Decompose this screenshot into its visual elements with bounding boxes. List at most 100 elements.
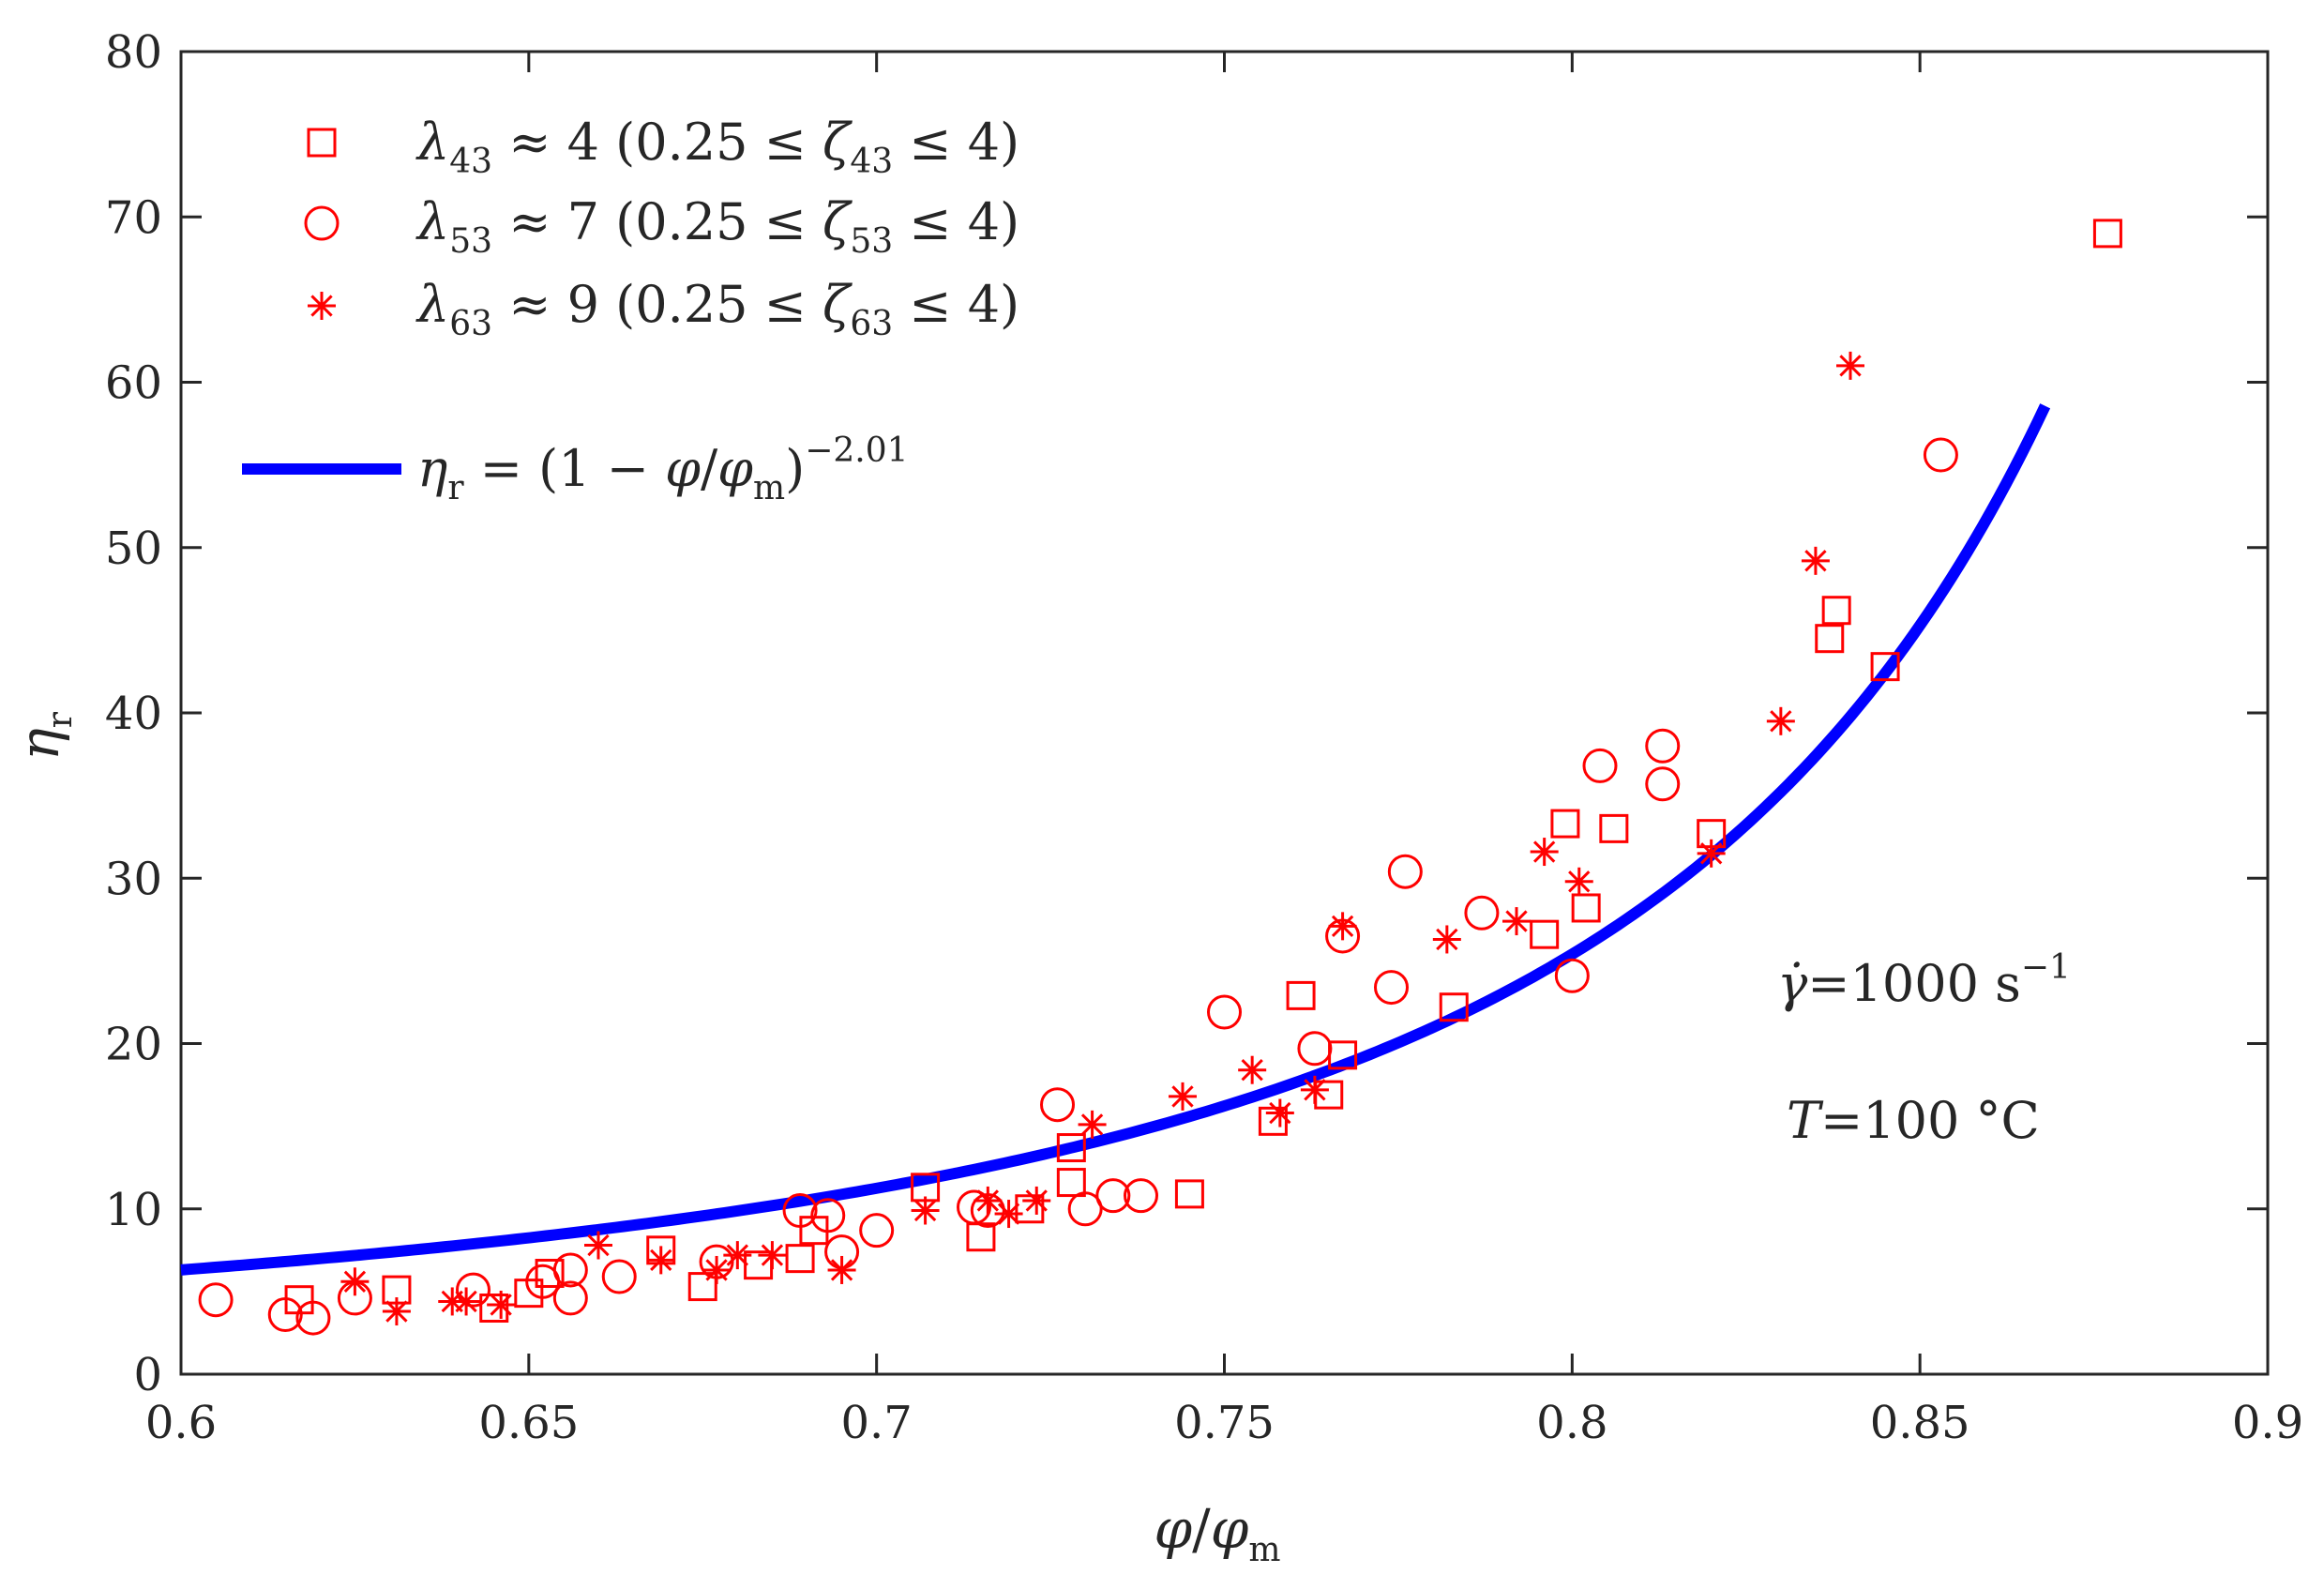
annotation-shear-rate: γ̇=1000 s−1: [1777, 948, 2071, 1013]
y-tick-label: 0: [133, 1349, 162, 1401]
data-point-circle: [1645, 728, 1681, 764]
fit-curve-layer: [180, 403, 2051, 1276]
data-point-square: [1174, 1179, 1204, 1209]
data-point-circle: [1067, 1191, 1103, 1227]
data-point-square: [1015, 1194, 1045, 1224]
data-point-asterisk: [1530, 838, 1559, 867]
data-point-square: [1258, 1106, 1288, 1136]
data-point-asterisk: [1238, 1055, 1267, 1084]
data-point-square: [1550, 809, 1580, 839]
axis-ticks: 0.6 0.65 0.7 0.75 0.8 0.85 0.9 0 10 20 30 40 50 60 70 8…: [105, 26, 2303, 1449]
y-tick-label: 20: [105, 1019, 162, 1071]
data-point-square: [785, 1244, 815, 1274]
data-point-circle: [456, 1272, 490, 1308]
data-point-asterisk: [1022, 1186, 1051, 1215]
y-tick-label: 10: [105, 1184, 162, 1236]
x-axis-label: φ/φm: [1154, 1497, 1281, 1569]
data-point-asterisk: [1502, 907, 1531, 936]
data-point-asterisk: [1836, 351, 1864, 380]
data-point-square: [1815, 624, 1845, 654]
legend-entry-lambda53: λ53 ≈ 7 (0.25 ≤ ζ53 ≤ 4): [415, 192, 1019, 261]
data-point-circle: [1374, 970, 1409, 1006]
data-point-square: [479, 1294, 509, 1323]
data-point-square: [1599, 813, 1629, 843]
annotation-temperature: T=100 °C: [1787, 1091, 2040, 1150]
data-point-asterisk: [723, 1241, 752, 1270]
data-point-square: [1439, 992, 1469, 1022]
data-point-asterisk: [1564, 867, 1593, 896]
y-tick-label: 60: [105, 357, 162, 410]
data-point-asterisk: [911, 1196, 940, 1225]
data-point-asterisk: [1328, 912, 1357, 941]
data-point-circle: [552, 1252, 588, 1288]
legend: λ43 ≈ 4 (0.25 ≤ ζ43 ≤ 4) λ53 ≈ 7 (0.25 ≤…: [242, 113, 1019, 507]
data-point-asterisk: [1766, 706, 1795, 735]
data-point-asterisk: [646, 1246, 675, 1275]
data-point-circle: [1645, 766, 1681, 802]
data-point-square: [1571, 893, 1601, 923]
data-point-asterisk: [452, 1287, 481, 1316]
legend-entry-lambda63: λ63 ≈ 9 (0.25 ≤ ζ63 ≤ 4): [415, 275, 1019, 343]
data-point-circle: [601, 1259, 637, 1294]
data-point-asterisk: [1265, 1098, 1294, 1127]
data-point-square: [535, 1258, 565, 1288]
data-point-circle: [267, 1297, 303, 1333]
data-points-layer: [198, 219, 2122, 1336]
x-tick-label: 0.6: [145, 1397, 217, 1449]
legend-entry-lambda43: λ43 ≈ 4 (0.25 ≤ ζ43 ≤ 4): [415, 113, 1019, 181]
data-point-circle: [1095, 1178, 1131, 1214]
data-point-circle: [1040, 1087, 1075, 1123]
data-point-circle: [1297, 1031, 1333, 1067]
data-point-asterisk: [584, 1231, 612, 1260]
data-point-circle: [782, 1193, 818, 1229]
data-point-circle: [1387, 854, 1423, 889]
legend-marker-square: [307, 128, 337, 158]
data-point-circle: [198, 1282, 234, 1318]
data-point-circle: [1923, 437, 1958, 473]
legend-markers: [304, 128, 340, 320]
data-point-circle: [859, 1213, 895, 1248]
data-point-square: [1530, 919, 1560, 949]
x-tick-label: 0.7: [840, 1397, 912, 1449]
data-point-asterisk: [702, 1255, 732, 1284]
data-point-asterisk: [1169, 1082, 1197, 1111]
data-point-square: [514, 1279, 544, 1309]
y-axis-label: ηr: [8, 711, 80, 761]
data-point-circle: [1124, 1178, 1158, 1214]
x-tick-label: 0.75: [1174, 1397, 1275, 1449]
y-tick-label: 50: [105, 522, 162, 575]
data-point-asterisk: [1697, 839, 1726, 868]
data-point-asterisk: [758, 1241, 787, 1270]
data-point-square: [1821, 596, 1851, 626]
data-point-asterisk: [827, 1255, 856, 1284]
y-tick-label: 80: [105, 26, 162, 79]
data-point-circle: [1554, 958, 1590, 993]
data-point-circle: [1464, 895, 1500, 931]
data-point-circle: [957, 1189, 991, 1225]
data-point-asterisk: [382, 1297, 411, 1326]
data-point-asterisk: [340, 1267, 370, 1296]
data-point-circle: [1207, 994, 1242, 1030]
data-point-circle: [1582, 748, 1618, 783]
data-point-asterisk: [994, 1200, 1023, 1229]
y-tick-label: 30: [105, 853, 162, 905]
x-tick-label: 0.65: [478, 1397, 579, 1449]
data-point-circle: [295, 1300, 331, 1336]
x-tick-label: 0.9: [2232, 1397, 2303, 1449]
data-point-square: [1056, 1133, 1086, 1163]
data-point-asterisk: [487, 1290, 516, 1319]
data-point-circle: [810, 1198, 846, 1233]
data-point-asterisk: [973, 1186, 1003, 1215]
legend-marker-circle: [304, 205, 340, 241]
data-point-asterisk: [1078, 1110, 1107, 1139]
y-tick-label: 70: [105, 191, 162, 244]
data-point-square: [1056, 1168, 1086, 1198]
data-point-asterisk: [1432, 925, 1461, 954]
legend-marker-asterisk: [308, 292, 336, 320]
fit-curve: [180, 403, 2051, 1276]
data-point-square: [2092, 219, 2122, 249]
data-point-square: [1870, 652, 1900, 682]
data-point-circle: [552, 1280, 588, 1316]
